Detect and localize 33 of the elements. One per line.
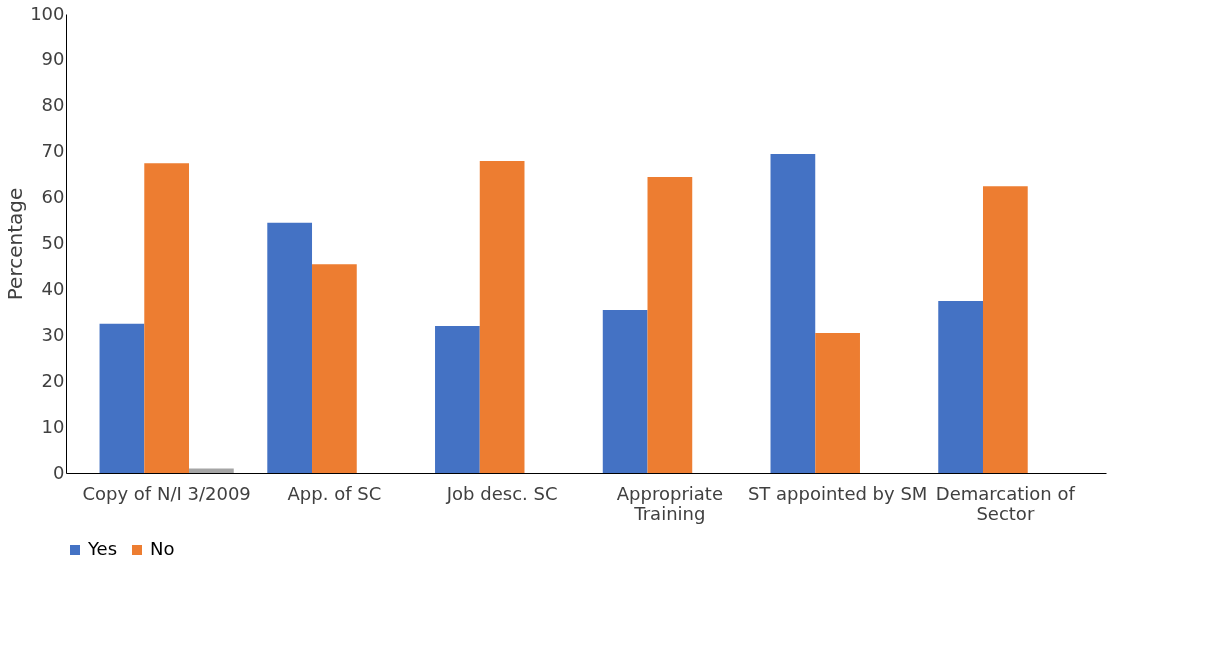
x-tick-label: ST appointed by SM [747, 482, 928, 504]
bar [770, 154, 816, 473]
bar [815, 333, 860, 473]
x-tick-label: App. of SC [287, 482, 382, 504]
y-tick-label: 40 [41, 277, 65, 299]
bar [189, 468, 234, 473]
legend-label: No [150, 538, 175, 559]
y-tick-label: 50 [41, 232, 65, 253]
bar [938, 300, 983, 473]
x-tick-label: Appropriate Training [616, 482, 723, 524]
legend-label: Yes [87, 538, 118, 559]
bar [479, 160, 525, 473]
bar [267, 222, 313, 473]
x-tick-label: Job desc. SC [445, 482, 558, 504]
y-tick-label: 10 [41, 415, 65, 437]
y-tick-label: 60 [41, 186, 65, 208]
y-tick-label: 0 [53, 461, 65, 483]
bar [602, 310, 648, 473]
y-tick-label: 70 [41, 140, 65, 162]
y-tick-label: 90 [41, 48, 65, 70]
y-tick-label: 100 [30, 2, 65, 24]
bar [435, 326, 480, 473]
x-tick-label: Copy of N/I 3/2009 [82, 482, 251, 504]
y-axis-title: Percentage [3, 187, 28, 301]
bar [647, 176, 693, 473]
bar [982, 186, 1028, 473]
bar [144, 163, 190, 473]
y-tick-label: 20 [41, 369, 65, 391]
bar [99, 323, 145, 473]
x-tick-label: Demarcation of Sector [935, 482, 1076, 524]
y-tick-label: 80 [41, 94, 65, 116]
y-tick-label: 30 [41, 323, 65, 345]
bar [312, 264, 357, 473]
